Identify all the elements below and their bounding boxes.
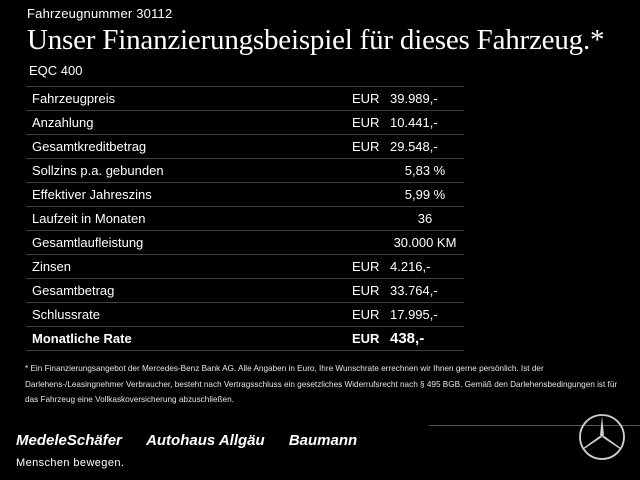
row-currency [350,158,386,183]
model-name: EQC 400 [29,63,83,78]
footnote: * Ein Finanzierungsangebot der Mercedes-… [25,364,618,404]
table-row: Laufzeit in Monaten 36 [26,206,464,231]
row-label: Schlussrate [26,302,350,327]
headline: Unser Finanzierungsbeispiel für dieses F… [27,24,605,56]
table-row: Anzahlung EUR 10.441,- [26,110,464,135]
financing-table: Fahrzeugpreis EUR 39.989,- Anzahlung EUR… [26,86,464,351]
row-label: Gesamtlaufleistung [26,230,350,255]
row-value: 5,83 % [386,158,464,183]
row-currency: EUR [350,278,386,303]
table-row: Fahrzeugpreis EUR 39.989,- [26,86,464,111]
dealer-logos: MedeleSchäfer Autohaus Allgäu Baumann [16,432,377,449]
row-value: 10.441,- [386,110,464,135]
row-value: 5,99 % [386,182,464,207]
row-currency: EUR [350,254,386,279]
dealer-logo-autohaus-allgaeu: Autohaus Allgäu [146,432,265,449]
row-value: 29.548,- [386,134,464,159]
row-label: Monatliche Rate [26,326,350,351]
row-currency [350,206,386,231]
table-row-monthly-rate: Monatliche Rate EUR 438,- [26,326,464,351]
row-value: 33.764,- [386,278,464,303]
row-currency [350,230,386,255]
row-label: Laufzeit in Monaten [26,206,350,231]
divider [429,425,640,426]
row-label: Gesamtbetrag [26,278,350,303]
row-currency: EUR [350,134,386,159]
table-row: Gesamtbetrag EUR 33.764,- [26,278,464,303]
row-label: Zinsen [26,254,350,279]
row-label: Gesamtkreditbetrag [26,134,350,159]
slogan: Menschen bewegen. [16,457,125,469]
row-value: 438,- [386,326,464,351]
row-currency: EUR [350,110,386,135]
row-currency [350,182,386,207]
table-row: Sollzins p.a. gebunden 5,83 % [26,158,464,183]
row-value: 30.000 KM [386,230,464,255]
row-value: 36 [386,206,464,231]
row-currency: EUR [350,326,386,351]
row-value: 4.216,- [386,254,464,279]
dealer-logo-baumann: Baumann [288,432,358,449]
row-value: 17.995,- [386,302,464,327]
row-currency: EUR [350,302,386,327]
row-value: 39.989,- [386,86,464,111]
row-label: Fahrzeugpreis [26,86,350,111]
row-currency: EUR [350,86,386,111]
table-row: Gesamtkreditbetrag EUR 29.548,- [26,134,464,159]
mercedes-star-icon [579,414,625,460]
vehicle-number: Fahrzeugnummer 30112 [27,6,173,21]
table-row: Schlussrate EUR 17.995,- [26,302,464,327]
row-label: Sollzins p.a. gebunden [26,158,350,183]
row-label: Effektiver Jahreszins [26,182,350,207]
dealer-logo-medeleschaefer: MedeleSchäfer [16,432,122,449]
table-row: Gesamtlaufleistung 30.000 KM [26,230,464,255]
table-row: Zinsen EUR 4.216,- [26,254,464,279]
table-row: Effektiver Jahreszins 5,99 % [26,182,464,207]
row-label: Anzahlung [26,110,350,135]
